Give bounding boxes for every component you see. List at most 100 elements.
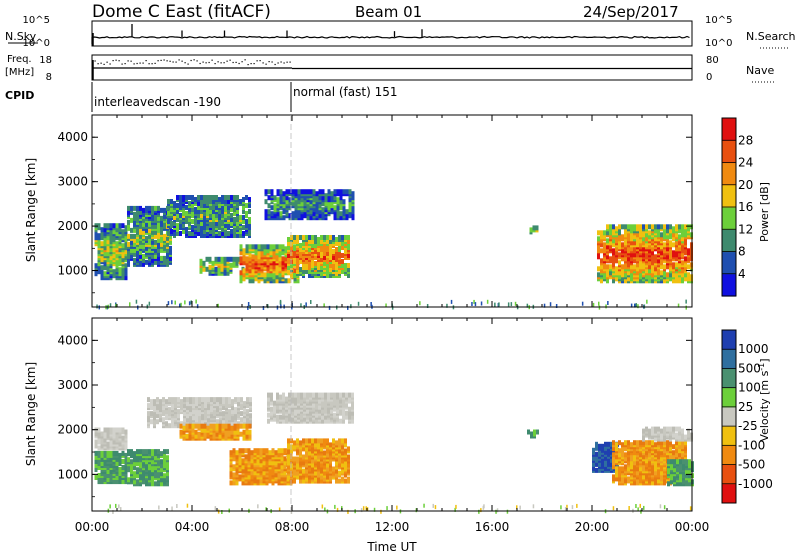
power-speck bbox=[480, 301, 483, 306]
velocity-cell bbox=[247, 480, 251, 486]
power-cell bbox=[236, 195, 239, 200]
velocity-cell bbox=[222, 411, 225, 417]
velocity-cell bbox=[332, 466, 335, 472]
power-cell bbox=[687, 224, 690, 230]
power-cell bbox=[281, 244, 285, 250]
velocity-cell bbox=[180, 399, 183, 405]
velocity-cell bbox=[136, 449, 139, 455]
freq-dot bbox=[181, 60, 183, 62]
velocity-cell bbox=[336, 398, 339, 404]
velocity-cell bbox=[296, 456, 299, 462]
velocity-cell bbox=[240, 417, 243, 423]
power-cell bbox=[339, 211, 343, 217]
power-cell bbox=[678, 240, 681, 246]
power-cell bbox=[191, 203, 194, 208]
power-cell bbox=[239, 215, 242, 220]
power-cell bbox=[303, 189, 307, 195]
velocity-cell bbox=[277, 462, 281, 468]
power-cell bbox=[282, 215, 286, 221]
power-cell bbox=[290, 263, 293, 268]
velocity-cell bbox=[127, 465, 130, 471]
power-cell bbox=[330, 195, 334, 201]
power-cell bbox=[345, 213, 349, 219]
power-cell bbox=[687, 272, 690, 278]
freq-dot bbox=[262, 62, 264, 64]
velocity-cell bbox=[247, 448, 251, 454]
velocity-cell bbox=[112, 450, 116, 456]
power-speck bbox=[276, 305, 279, 310]
power-speck bbox=[279, 299, 282, 304]
velocity-cell bbox=[150, 419, 153, 425]
velocity-cell bbox=[168, 407, 171, 413]
power-cell bbox=[176, 213, 179, 218]
power-cell bbox=[272, 278, 276, 284]
power-cell bbox=[275, 274, 279, 280]
velocity-cell bbox=[315, 418, 318, 424]
power-speck bbox=[109, 303, 112, 308]
power-cell bbox=[206, 199, 209, 204]
power-cell bbox=[273, 213, 277, 219]
power-cell bbox=[242, 215, 245, 220]
power-cell bbox=[654, 266, 657, 272]
power-cell bbox=[227, 199, 230, 204]
power-cell bbox=[621, 256, 624, 262]
freq-panel: 18 8 Freq. [MHz] 80 0 Nave bbox=[5, 54, 775, 83]
nsky-line bbox=[91, 35, 690, 44]
power-cell bbox=[157, 243, 160, 249]
power-cell bbox=[230, 233, 233, 238]
velocity-cell bbox=[332, 438, 335, 444]
power-cell bbox=[351, 209, 355, 215]
power-cell bbox=[666, 246, 669, 252]
power-cell bbox=[672, 226, 675, 232]
velocity-cell bbox=[139, 461, 142, 467]
freq-dot bbox=[280, 61, 282, 63]
velocity-cell bbox=[262, 470, 266, 476]
velocity-cell bbox=[287, 438, 290, 444]
velocity-cell bbox=[218, 423, 222, 429]
velocity-cell bbox=[118, 452, 122, 458]
velocity-cell bbox=[235, 454, 239, 460]
velocity-cell bbox=[200, 423, 204, 429]
velocity-cell bbox=[97, 427, 101, 433]
velocity-cell bbox=[106, 427, 110, 433]
velocity-cell bbox=[115, 450, 119, 456]
power-cell bbox=[288, 197, 292, 203]
power-cell bbox=[136, 245, 139, 251]
velocity-cell bbox=[159, 403, 162, 409]
power-cell bbox=[145, 259, 148, 265]
power-cell bbox=[263, 272, 267, 278]
nsearch-label: N.Search bbox=[746, 30, 796, 43]
power-cell bbox=[291, 211, 295, 217]
power-cell bbox=[251, 268, 255, 274]
power-cell bbox=[200, 195, 203, 200]
power-cell bbox=[603, 256, 606, 262]
velocity-cell bbox=[240, 411, 243, 417]
velocity-cell bbox=[297, 392, 300, 398]
velocity-cell bbox=[151, 475, 154, 481]
power-cell bbox=[97, 239, 101, 245]
power-cell bbox=[606, 244, 609, 250]
velocity-cell bbox=[229, 480, 233, 486]
velocity-cell bbox=[615, 466, 618, 472]
power-cell bbox=[109, 255, 113, 261]
velocity-cell bbox=[97, 479, 101, 485]
power-cell bbox=[303, 195, 307, 201]
power-speck bbox=[507, 302, 510, 307]
power-cell bbox=[300, 201, 304, 207]
velocity-cell bbox=[305, 458, 308, 464]
velocity-cell bbox=[618, 476, 621, 482]
power-cell bbox=[248, 217, 251, 222]
power-cell bbox=[179, 199, 182, 204]
power-cell bbox=[136, 209, 139, 215]
freq-dot bbox=[94, 60, 96, 62]
power-cell bbox=[217, 266, 221, 272]
velocity-cell bbox=[246, 397, 249, 403]
velocity-cell bbox=[245, 423, 249, 429]
power-colorbar-label: Power [dB] bbox=[758, 182, 771, 242]
power-cell bbox=[124, 263, 128, 269]
velocity-cell bbox=[159, 417, 162, 423]
power-cell bbox=[600, 242, 603, 248]
power-cell bbox=[606, 224, 609, 230]
power-cell bbox=[275, 270, 279, 276]
